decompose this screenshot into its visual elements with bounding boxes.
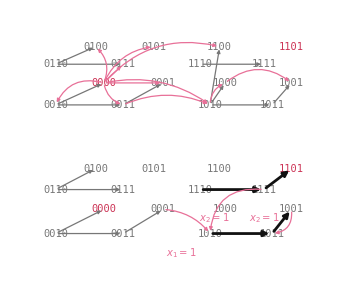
Text: 0100: 0100 [83,164,108,174]
Text: 0110: 0110 [43,184,68,195]
Text: 1111: 1111 [251,184,276,195]
Text: 1001: 1001 [279,204,304,214]
Text: 1110: 1110 [188,59,213,69]
Text: 1011: 1011 [260,229,284,238]
Text: 0001: 0001 [151,78,176,88]
Text: 0000: 0000 [91,204,116,214]
Text: $x_1=1$: $x_1=1$ [166,247,197,260]
Text: 1100: 1100 [207,42,232,52]
Text: 1111: 1111 [251,59,276,69]
Text: 1010: 1010 [198,229,222,238]
Text: 0111: 0111 [111,59,136,69]
Text: 1110: 1110 [188,184,213,195]
Text: 0101: 0101 [141,42,166,52]
Text: 0010: 0010 [43,229,68,238]
Text: 1000: 1000 [213,204,238,214]
Text: 0000: 0000 [91,78,116,88]
Text: 1101: 1101 [279,42,304,52]
Text: $x_2=1$: $x_2=1$ [199,211,230,225]
Text: 0111: 0111 [111,184,136,195]
Text: 0011: 0011 [111,100,136,110]
Text: 1100: 1100 [207,164,232,174]
Text: 1101: 1101 [279,164,304,174]
Text: 1011: 1011 [260,100,284,110]
Text: 0110: 0110 [43,59,68,69]
Text: $x_2=1$: $x_2=1$ [248,211,279,225]
Text: 1010: 1010 [198,100,222,110]
Text: 0101: 0101 [141,164,166,174]
Text: 0010: 0010 [43,100,68,110]
Text: 1000: 1000 [213,78,238,88]
Text: 0001: 0001 [151,204,176,214]
Text: 0100: 0100 [83,42,108,52]
Text: 0011: 0011 [111,229,136,238]
Text: 1001: 1001 [279,78,304,88]
